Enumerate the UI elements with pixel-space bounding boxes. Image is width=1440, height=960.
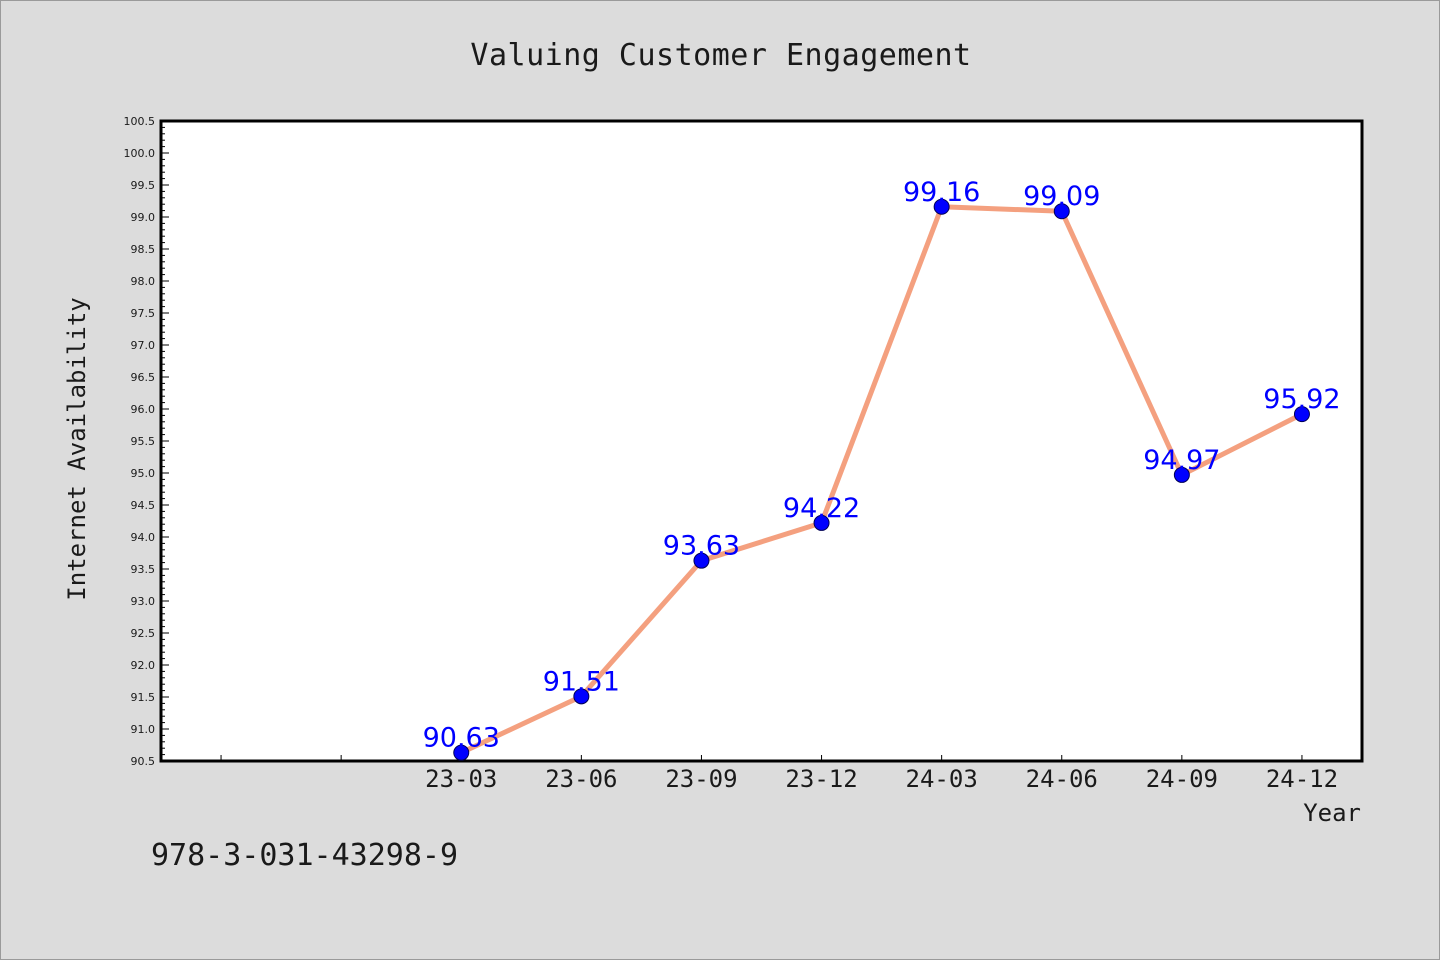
data-label: 95.92 [1263,384,1340,415]
data-label: 94.22 [783,493,860,524]
x-tick-label: 24-03 [906,765,978,793]
data-point [693,552,710,569]
data-label: 99.16 [903,177,980,208]
y-tick-label: 93.5 [131,563,156,576]
x-tick-label: 24-06 [1026,765,1098,793]
data-point [1173,466,1190,483]
y-tick-label: 98.5 [131,243,156,256]
y-tick-label: 99.0 [131,211,156,224]
footer-code: 978-3-031-43298-9 [151,838,458,873]
y-axis-label: Internet Availability [63,297,91,600]
x-tick-label: 23-12 [785,765,857,793]
series: 90.63 91.51 93.63 94.22 99.16 99.09 94.97 95.92 [423,177,1341,761]
data-label: 90.63 [423,723,500,754]
data-point [453,744,470,761]
y-tick-label: 97.5 [131,307,156,320]
y-tick-label: 94.5 [131,499,156,512]
data-label: 91.51 [543,666,620,697]
y-tick-label: 91.5 [131,691,156,704]
y-tick-label: 90.5 [131,755,156,768]
y-tick-label: 92.0 [131,659,156,672]
y-tick-label: 93.0 [131,595,156,608]
x-tick-label: 24-09 [1146,765,1218,793]
y-tick-label: 100.5 [124,115,156,128]
data-point [1053,203,1070,220]
y-tick-label: 100.0 [124,147,156,160]
data-point [573,688,590,705]
y-tick-label: 92.5 [131,627,156,640]
y-tick-label: 99.5 [131,179,156,192]
y-tick-label: 98.0 [131,275,156,288]
data-label: 94.97 [1143,445,1220,476]
data-point [813,514,830,531]
x-tick-label: 23-06 [545,765,617,793]
y-tick-label: 95.0 [131,467,156,480]
x-axis-label: Year [1303,799,1361,827]
series-line [458,204,1305,756]
plot-area [159,119,1364,763]
y-tick-label: 96.0 [131,403,156,416]
data-point [933,198,950,215]
data-label: 93.63 [663,531,740,562]
data-label: 99.09 [1023,181,1100,212]
x-tick-label: 23-09 [665,765,737,793]
chart-title: Valuing Customer Engagement [470,38,971,73]
y-tick-label: 96.5 [131,371,156,384]
y-tick-label: 94.0 [131,531,156,544]
x-tick-label: 23-03 [425,765,497,793]
y-tick-label: 97.0 [131,339,156,352]
x-axis: 23-03 23-06 23-09 23-12 24-03 24-06 24-09 24-12 [220,755,1338,793]
data-point [1293,406,1310,423]
y-tick-label: 95.5 [131,435,156,448]
x-tick-label: 24-12 [1266,765,1338,793]
y-tick-label: 91.0 [131,723,156,736]
y-axis: 90.5 91.0 91.5 92.0 92.5 93.0 93.5 94.0 94.5 95.0… [124,115,169,768]
